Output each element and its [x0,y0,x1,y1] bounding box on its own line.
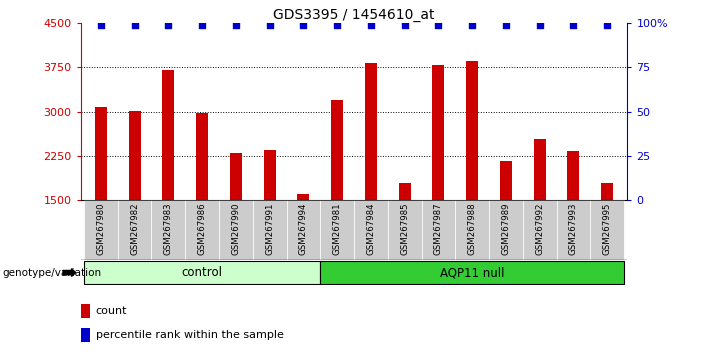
Text: GSM267984: GSM267984 [367,202,375,255]
Text: control: control [182,266,223,279]
Text: GSM267987: GSM267987 [434,202,443,255]
Point [399,22,410,28]
Text: GSM267991: GSM267991 [265,202,274,255]
Bar [354,200,388,260]
Text: count: count [95,306,127,316]
Bar [84,261,320,284]
Bar [332,100,343,200]
Bar [399,183,411,200]
Text: genotype/variation: genotype/variation [2,268,101,278]
Text: GSM267986: GSM267986 [198,202,207,255]
Text: AQP11 null: AQP11 null [440,266,505,279]
Bar [84,200,118,260]
Point [230,22,241,28]
Bar [297,194,309,200]
Bar [523,200,557,260]
Bar [118,200,151,260]
Bar [601,183,613,200]
Bar [466,61,478,200]
Bar [365,63,377,200]
Point [129,22,140,28]
Text: GSM267994: GSM267994 [299,202,308,255]
Bar [185,200,219,260]
Text: GSM267992: GSM267992 [535,202,544,255]
Point [501,22,512,28]
Title: GDS3395 / 1454610_at: GDS3395 / 1454610_at [273,8,435,22]
Point [163,22,174,28]
Bar [151,200,185,260]
Text: GSM267982: GSM267982 [130,202,139,255]
Point [298,22,309,28]
Bar [196,113,208,200]
Text: GSM267985: GSM267985 [400,202,409,255]
Bar [264,150,275,200]
Bar [500,161,512,200]
Bar [219,200,253,260]
Bar [253,200,287,260]
Point [601,22,613,28]
Point [332,22,343,28]
Text: GSM267980: GSM267980 [96,202,105,255]
Bar [230,153,242,200]
Bar [533,139,545,200]
Bar [320,200,354,260]
Text: GSM267995: GSM267995 [603,202,612,255]
Text: GSM267983: GSM267983 [164,202,173,255]
Bar [388,200,421,260]
Text: GSM267990: GSM267990 [231,202,240,255]
Text: GSM267988: GSM267988 [468,202,477,255]
Point [95,22,107,28]
Point [433,22,444,28]
Bar [81,328,90,342]
Bar [421,200,455,260]
Bar [568,151,579,200]
Bar [163,70,175,200]
Point [264,22,275,28]
Bar [455,200,489,260]
Bar [489,200,523,260]
Point [534,22,545,28]
Bar [320,261,624,284]
Point [467,22,478,28]
Point [196,22,207,28]
Bar [590,200,624,260]
Bar [433,65,444,200]
Bar [95,107,107,200]
Text: GSM267993: GSM267993 [569,202,578,255]
Bar [287,200,320,260]
Text: GSM267989: GSM267989 [501,202,510,255]
Bar [81,304,90,318]
Point [568,22,579,28]
Bar [557,200,590,260]
Bar [129,111,140,200]
Text: GSM267981: GSM267981 [333,202,341,255]
Text: percentile rank within the sample: percentile rank within the sample [95,330,283,340]
Point [365,22,376,28]
